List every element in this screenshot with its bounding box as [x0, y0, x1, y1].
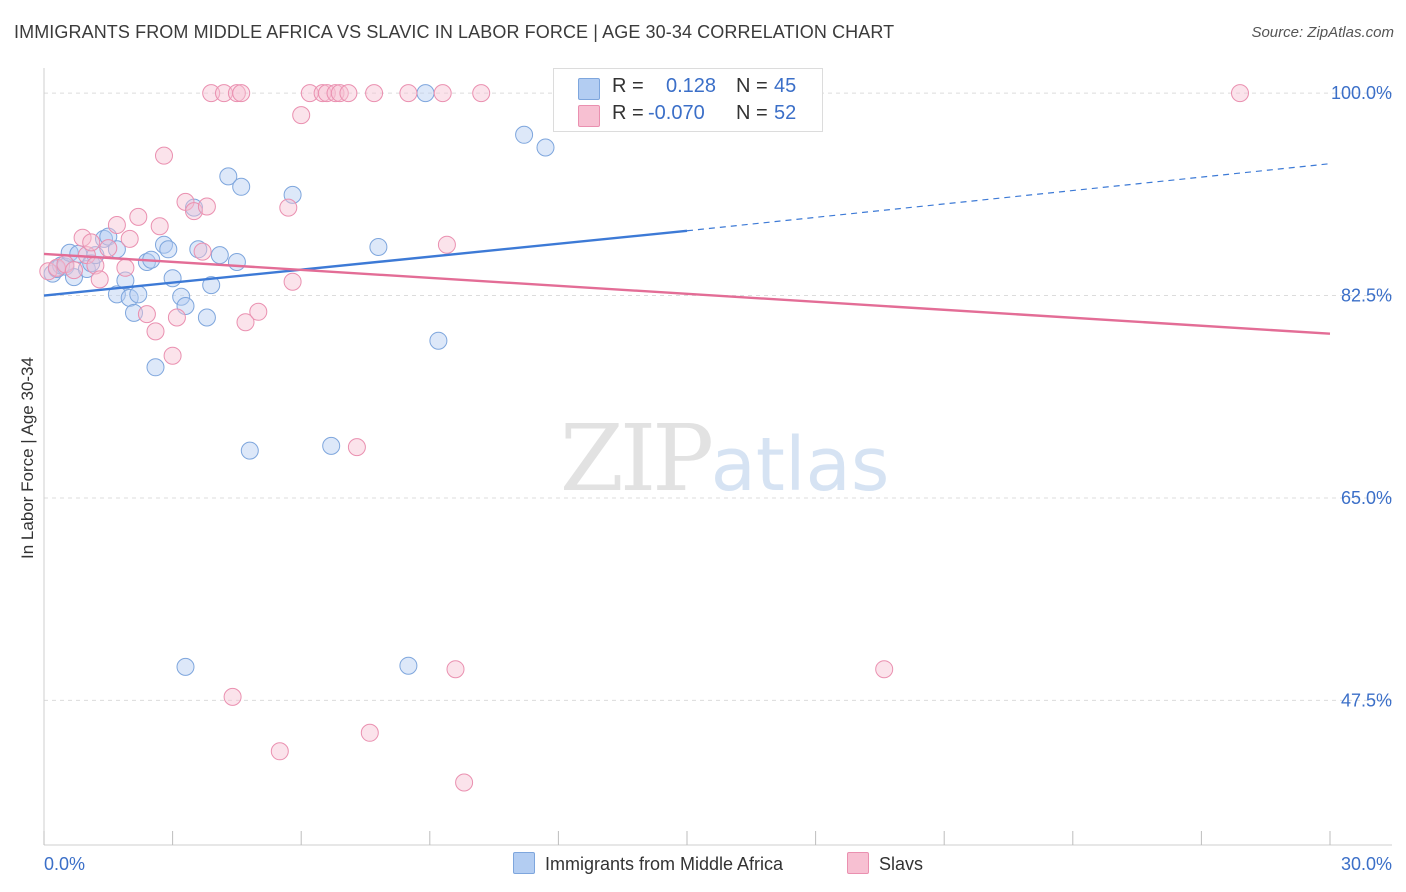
- points-layer: [39, 84, 1249, 792]
- pink-data-point: [73, 228, 92, 247]
- pink-data-point: [146, 322, 165, 341]
- watermark-zip: ZIP: [560, 405, 711, 512]
- blue-data-point: [536, 138, 555, 157]
- blue-data-point: [210, 246, 229, 265]
- pink-data-point: [65, 261, 83, 280]
- blue-data-point: [322, 436, 341, 455]
- pink-data-point: [155, 146, 173, 165]
- pink-data-point: [249, 302, 268, 321]
- pink-data-point: [202, 84, 221, 103]
- blue-data-point: [399, 656, 418, 675]
- tick-labels: 100.0% 82.5% 65.0% 47.5% 0.0% 30.0%: [44, 83, 1392, 874]
- pink-data-point: [446, 660, 465, 679]
- blue-data-point: [219, 167, 238, 186]
- blue-trend-extension: [686, 163, 1331, 232]
- pink-swatch: [578, 105, 600, 127]
- pink-data-point: [339, 84, 358, 103]
- pink-data-point: [455, 773, 474, 792]
- y-tick-label: 82.5%: [1341, 286, 1392, 306]
- r-label: R =: [612, 102, 644, 124]
- y-tick-label: 100.0%: [1331, 83, 1392, 103]
- pink-data-point: [82, 233, 101, 252]
- pink-data-point: [163, 346, 182, 365]
- stats-legend: R = 0.128 N = 45 R = -0.070 N = 52: [553, 68, 823, 132]
- source-credit: Source: ZipAtlas.com: [1251, 24, 1394, 41]
- blue-data-point: [116, 271, 135, 290]
- r-value: -0.070: [648, 102, 705, 124]
- blue-data-point: [176, 657, 195, 676]
- pink-data-point: [137, 305, 156, 324]
- pink-data-point: [279, 198, 298, 217]
- legend-label: Immigrants from Middle Africa: [545, 854, 784, 874]
- blue-data-point: [146, 358, 165, 377]
- pink-data-point: [292, 106, 311, 125]
- n-value: 45: [774, 75, 797, 97]
- pink-data-point: [227, 84, 246, 103]
- legend-item-slavs: Slavs: [847, 852, 923, 875]
- blue-data-point: [232, 177, 251, 196]
- pink-data-point: [347, 438, 366, 457]
- pink-data-point: [99, 239, 118, 258]
- axis-layer: [43, 68, 1392, 846]
- blue-data-point: [65, 268, 83, 287]
- blue-data-point: [227, 253, 246, 271]
- pink-data-point: [283, 272, 302, 291]
- pink-data-point: [107, 216, 126, 234]
- blue-data-point: [240, 441, 259, 460]
- pink-data-point: [120, 229, 139, 248]
- pink-trend-line: [43, 252, 1331, 335]
- legend-label: Slavs: [879, 854, 924, 874]
- trend-layer: [43, 163, 1331, 335]
- watermark: ZIP atlas: [560, 405, 890, 512]
- pink-data-point: [472, 84, 491, 103]
- blue-data-point: [129, 285, 148, 304]
- pink-data-point: [232, 84, 251, 103]
- pink-data-point: [326, 84, 345, 103]
- r-value: 0.128: [666, 75, 717, 97]
- pink-data-point: [236, 313, 255, 332]
- r-label: R =: [612, 75, 644, 97]
- pink-data-point: [433, 84, 452, 103]
- watermark-atlas: atlas: [711, 422, 890, 508]
- pink-data-point: [193, 242, 212, 261]
- pink-data-point: [365, 84, 384, 103]
- blue-data-point: [416, 84, 435, 103]
- blue-swatch: [513, 852, 535, 874]
- n-label: N =: [736, 75, 768, 97]
- pink-data-point: [150, 217, 169, 236]
- pink-data-point: [875, 660, 894, 679]
- x-tick-label: 30.0%: [1341, 854, 1392, 874]
- blue-data-point: [159, 240, 178, 259]
- pink-swatch: [847, 852, 869, 874]
- pink-data-point: [1231, 84, 1249, 103]
- pink-data-point: [116, 258, 135, 277]
- chart-title: IMMIGRANTS FROM MIDDLE AFRICA VS SLAVIC …: [14, 22, 895, 42]
- pink-data-point: [90, 270, 109, 289]
- pink-data-point: [399, 84, 418, 103]
- blue-trend-line: [43, 229, 688, 297]
- pink-data-point: [197, 197, 216, 216]
- pink-data-point: [437, 235, 456, 254]
- blue-data-point: [515, 125, 534, 144]
- blue-data-point: [429, 331, 448, 350]
- pink-data-point: [270, 742, 289, 761]
- blue-swatch: [578, 78, 600, 100]
- n-value: 52: [774, 102, 797, 124]
- pink-data-point: [167, 308, 186, 327]
- y-tick-label: 47.5%: [1341, 690, 1392, 710]
- x-tick-label: 0.0%: [44, 854, 85, 874]
- n-label: N =: [736, 102, 768, 124]
- pink-data-point: [129, 207, 148, 226]
- pink-data-point: [223, 687, 242, 706]
- blue-data-point: [172, 287, 191, 306]
- legend-item-middle-africa: Immigrants from Middle Africa: [513, 852, 783, 875]
- blue-data-point: [197, 308, 216, 327]
- blue-data-point: [125, 303, 143, 322]
- y-tick-label: 65.0%: [1341, 488, 1392, 508]
- pink-data-point: [360, 723, 379, 742]
- blue-data-point: [369, 238, 388, 256]
- blue-data-point: [202, 276, 221, 295]
